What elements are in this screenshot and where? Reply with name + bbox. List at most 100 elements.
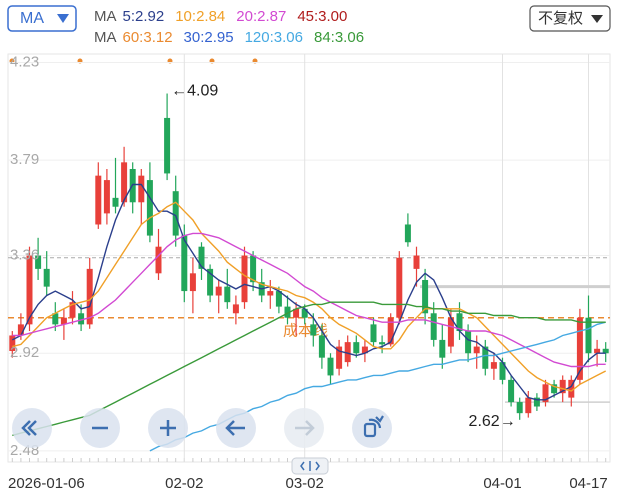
candle-body [559, 379, 566, 394]
legend-entry: 60:3.12 [123, 29, 173, 46]
legend-prefix: MA [94, 29, 117, 46]
candle-body [52, 313, 59, 325]
candle-body [379, 342, 386, 345]
x-tick-label: 2026-01-06 [8, 475, 85, 492]
candle-body [568, 379, 575, 398]
candle-body [551, 384, 558, 394]
candle-body [344, 342, 351, 363]
candle-body [121, 162, 128, 203]
candle-body [370, 324, 377, 343]
candle-body [456, 313, 463, 332]
scroll-handle[interactable] [291, 457, 329, 475]
zoom-out-button[interactable] [80, 408, 120, 448]
candle-body [482, 346, 489, 369]
candle-body [215, 286, 222, 296]
button-bg [12, 408, 52, 448]
ma-line [11, 183, 606, 401]
x-tick-label: 03-02 [286, 475, 324, 492]
candle-body [396, 257, 403, 318]
candle-body [533, 397, 540, 407]
candle-body [189, 273, 196, 292]
reset-button[interactable] [352, 408, 392, 448]
legend-prefix: MA [94, 8, 117, 25]
x-tick-label: 04-01 [483, 475, 521, 492]
handle-icon [300, 461, 320, 471]
candle-body [26, 255, 33, 325]
candle-body [69, 302, 76, 318]
plot: 2026-01-06 02-02 03-02 04-01 04-17 成本线 ←4.09 2.… [7, 53, 611, 492]
candle-body [164, 117, 171, 174]
candle-body [594, 348, 601, 354]
candle-body [95, 175, 102, 225]
candle-body [241, 255, 248, 303]
ma-button-label: MA [20, 10, 44, 27]
candle-body [293, 308, 300, 318]
candle-body [78, 313, 85, 325]
button-bg [352, 408, 392, 448]
y-tick-label: 3.79 [10, 151, 39, 168]
candle-body [516, 402, 523, 414]
icon [21, 420, 37, 436]
legend-entry: 45:3.00 [297, 8, 347, 25]
ma-line [12, 232, 606, 368]
candle-body [490, 362, 497, 369]
legend-entry: 30:2.95 [184, 29, 234, 46]
candle-body [86, 268, 93, 325]
icon [295, 420, 315, 436]
zoom-in-button[interactable] [148, 408, 188, 448]
ma-button[interactable]: MA [7, 5, 77, 32]
move-left-button[interactable] [216, 408, 256, 448]
icon [160, 420, 176, 436]
x-tick-label: 02-02 [165, 475, 203, 492]
legend-entry: 20:2.87 [236, 8, 286, 25]
zoom-out-far-button[interactable] [12, 408, 52, 448]
candle-body [327, 357, 334, 376]
candle-body [585, 317, 592, 354]
legend-entry: 84:3.06 [314, 29, 364, 46]
candle-body [542, 384, 549, 403]
dropdown-arrow [591, 15, 603, 23]
button-frame [7, 5, 77, 32]
y-tick-label: 3.36 [10, 247, 39, 264]
toolbar [12, 408, 392, 448]
candle-body [267, 291, 274, 296]
candle-body [576, 317, 583, 380]
candle-body [508, 379, 515, 403]
candle-body [353, 342, 360, 354]
ma-line [12, 201, 607, 392]
move-right-button[interactable] [284, 408, 324, 448]
candle-body [284, 306, 291, 318]
dropdown-arrow [57, 14, 69, 23]
candle-body [413, 255, 420, 269]
candle-body [172, 191, 179, 236]
candle-body [301, 308, 308, 318]
candle-body [499, 362, 506, 380]
candle-body [112, 197, 119, 207]
icon [368, 415, 384, 429]
candle-body [181, 235, 188, 292]
candle-body [318, 335, 325, 358]
candle-body [35, 255, 42, 269]
candle-body [17, 324, 24, 336]
candle-body [250, 255, 257, 283]
adjust-button[interactable]: 不复权 [529, 5, 611, 32]
high-label: ←4.09 [171, 83, 218, 100]
candle-body [387, 317, 394, 345]
candle-body [198, 246, 205, 269]
icon [225, 420, 245, 436]
ma-line [12, 301, 606, 437]
candle-body [447, 317, 454, 347]
candle-body [473, 346, 480, 354]
candle-body [602, 348, 609, 354]
candle-body [310, 324, 317, 336]
candle-body [404, 224, 411, 243]
candle-body [9, 335, 16, 352]
cost-line-label: 成本线 [283, 323, 328, 340]
candle-body [224, 286, 231, 303]
candle-body [275, 291, 282, 307]
icon [363, 422, 377, 438]
candle-body [43, 268, 50, 287]
legend-entry: 120:3.06 [245, 29, 303, 46]
adjust-button-label: 不复权 [538, 9, 583, 27]
